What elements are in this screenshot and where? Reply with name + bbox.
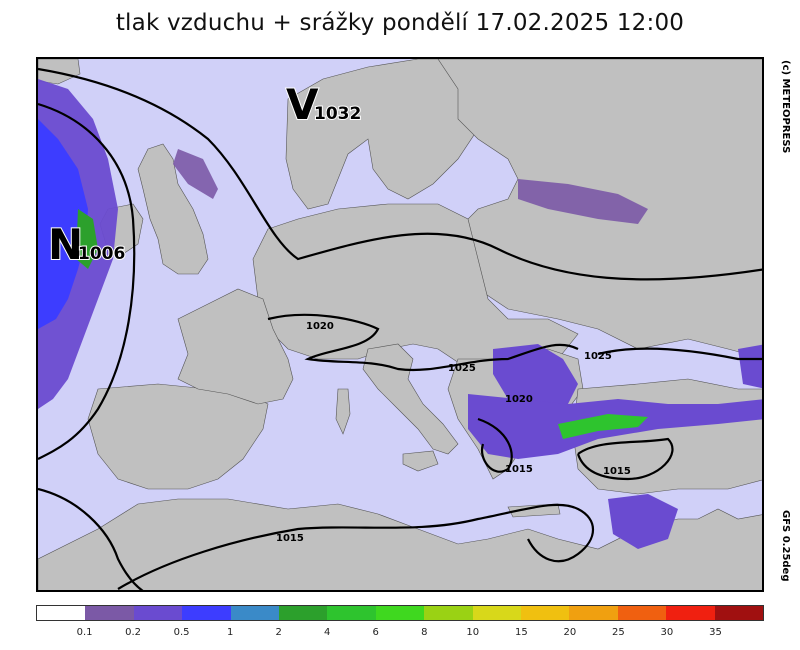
legend-label: 20 (563, 627, 577, 638)
low-pressure-value: 1006 (78, 244, 125, 264)
legend-swatch (472, 606, 522, 620)
land-italy (362, 343, 459, 455)
map-title: tlak vzduchu + srážky pondělí 17.02.2025… (115, 10, 685, 36)
model-label: GFS 0.25deg (780, 510, 791, 582)
land-crete (507, 503, 561, 518)
legend-label: 2 (275, 627, 282, 638)
precip-caucasus (738, 344, 762, 389)
legend-swatch (133, 606, 183, 620)
isobar-line (477, 417, 513, 473)
legend-label: 1 (226, 627, 234, 638)
precip-turkey-green (558, 414, 648, 439)
legend-label: 25 (612, 627, 625, 638)
legend-swatch (279, 606, 328, 620)
credit-label: (c) METEOPRESS (780, 60, 791, 154)
isobar-line (267, 313, 579, 372)
legend-swatch (714, 606, 764, 620)
legend-swatch (521, 606, 570, 620)
legend-label: 0.1 (76, 627, 93, 638)
legend-swatch (424, 606, 473, 620)
land-sicily (402, 450, 439, 472)
isobar-line (38, 487, 144, 590)
high-pressure-letter: V (286, 80, 319, 129)
map-canvas: V 1032 N 1006 1020 1025 1025 1020 1015 1… (38, 59, 762, 590)
legend-label: 10 (466, 627, 480, 638)
weather-map: V 1032 N 1006 1020 1025 1025 1020 1015 1… (36, 57, 764, 592)
legend-label: 15 (514, 627, 528, 638)
precip-baltic (518, 179, 648, 224)
legend-label: 6 (372, 627, 379, 638)
precip-atlantic-inner (38, 119, 88, 329)
legend-swatch (37, 606, 86, 620)
land-france (177, 288, 294, 405)
legend-swatch (85, 606, 134, 620)
low-pressure-letter: N (48, 220, 83, 269)
isobar-label: 1015 (603, 466, 631, 477)
precip-east-med (608, 494, 678, 549)
legend-swatch (327, 606, 376, 620)
high-pressure-value: 1032 (314, 104, 361, 124)
isobar-line (597, 347, 762, 361)
legend-swatch (182, 606, 231, 620)
legend-label: 8 (421, 627, 428, 638)
precipitation-legend (36, 605, 764, 621)
isobar-line (576, 437, 674, 481)
legend-swatch (230, 606, 280, 620)
isobar-labels: 1020 1025 1025 1020 1015 1015 1015 (276, 321, 631, 544)
land-corsica-sardinia (335, 388, 351, 435)
legend-swatch (617, 606, 667, 620)
legend-swatch (569, 606, 618, 620)
precip-atlantic-core (76, 209, 98, 269)
isobar-line (38, 67, 762, 281)
isobar-label: 1020 (505, 394, 533, 405)
isobar-line (38, 102, 136, 460)
precip-british-isles (173, 149, 218, 199)
legend-label: 0.2 (125, 627, 142, 638)
legend-labels: 0.1 0.2 0.5 1 2 4 6 8 10 15 20 25 30 35 (36, 627, 764, 641)
isobar-label: 1025 (448, 363, 476, 374)
legend-label: 0.5 (173, 627, 190, 638)
legend-label: 35 (709, 627, 722, 638)
isobar-label: 1025 (584, 351, 612, 362)
legend-label: 30 (660, 627, 674, 638)
legend-swatch (666, 606, 715, 620)
land-iceland (38, 59, 81, 85)
isobar-label: 1020 (306, 321, 334, 332)
legend-label: 4 (324, 627, 331, 638)
land-north-africa (38, 498, 762, 590)
precipitation-layer (38, 79, 762, 549)
isobar-line (117, 503, 594, 590)
isobars (38, 67, 762, 590)
isobar-label: 1015 (276, 533, 304, 544)
land-great-britain (137, 143, 209, 275)
precip-black-sea (493, 344, 578, 409)
isobar-label: 1015 (505, 464, 533, 475)
legend-swatch (375, 606, 425, 620)
